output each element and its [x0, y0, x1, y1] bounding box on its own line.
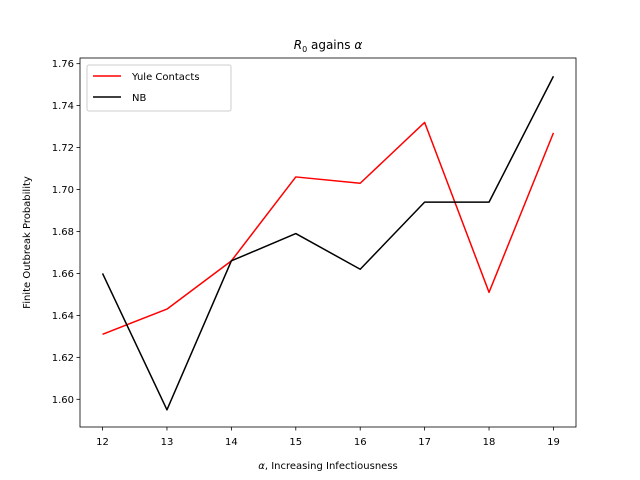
legend: Yule Contacts NB	[86, 64, 232, 112]
y-tick-label: 1.62	[52, 353, 74, 364]
x-tick-label: 15	[289, 437, 302, 448]
title-alpha: α	[354, 38, 362, 52]
x-tick-label: 13	[161, 437, 174, 448]
title-subscript: 0	[302, 45, 307, 54]
legend-label-nb: NB	[132, 93, 146, 104]
plot-frame	[79, 57, 577, 428]
x-tick-label: 16	[354, 437, 367, 448]
x-tick-label: 18	[483, 437, 496, 448]
title-symbol: R	[294, 38, 302, 52]
x-tick-label: 17	[418, 437, 431, 448]
series-line-nb	[101, 75, 555, 411]
y-tick-label: 1.76	[52, 59, 74, 70]
series-line-yule-contacts	[102, 121, 555, 335]
x-tick-label: 14	[225, 437, 238, 448]
y-tick-label: 1.74	[52, 101, 74, 112]
x-tick-label: 19	[547, 437, 560, 448]
y-tick-label: 1.68	[52, 227, 74, 238]
legend-frame	[86, 64, 232, 112]
x-axis-label: α, Increasing Infectiousness	[258, 461, 398, 472]
chart-title: R0 agains α	[294, 38, 363, 54]
y-tick-label: 1.60	[52, 395, 74, 406]
legend-label-yule-contacts: Yule Contacts	[131, 72, 200, 83]
y-axis-label: Finite Outbreak Probability	[22, 176, 33, 309]
y-tick-label: 1.64	[52, 311, 74, 322]
x-axis-label-text: , Increasing Infectiousness	[265, 461, 398, 472]
axis-ticks: 12 13 14 15 16 17 18 19 1.60 1.62 1.64 1.66 1.68 1.70…	[52, 59, 560, 448]
x-axis-label-symbol: α	[258, 461, 265, 472]
title-text: agains	[307, 38, 354, 52]
y-tick-label: 1.72	[52, 143, 74, 154]
x-tick-label: 12	[96, 437, 109, 448]
plot-series	[101, 75, 555, 411]
y-tick-label: 1.66	[52, 269, 74, 280]
y-tick-label: 1.70	[52, 185, 74, 196]
